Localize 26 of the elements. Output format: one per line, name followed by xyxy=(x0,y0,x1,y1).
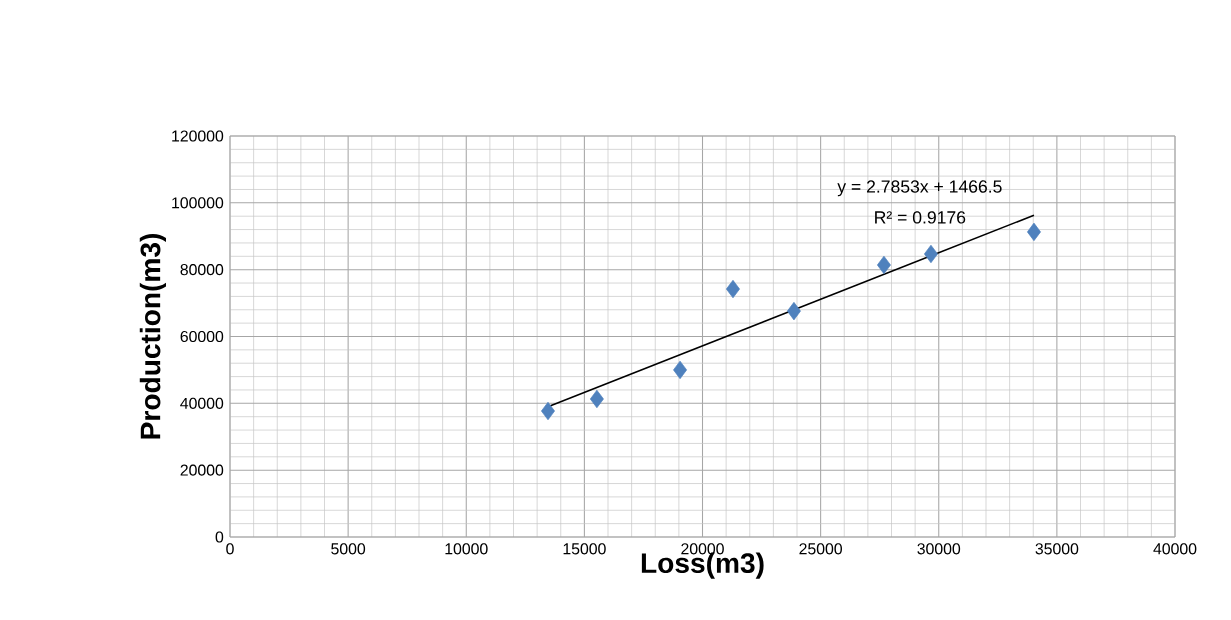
y-tick-label: 120000 xyxy=(172,130,224,142)
y-axis-title: Production(m3) xyxy=(139,234,166,439)
x-tick-label: 40000 xyxy=(1153,543,1197,555)
x-tick-label: 25000 xyxy=(799,543,842,555)
x-tick-label: 30000 xyxy=(917,543,961,555)
y-tick-label: 100000 xyxy=(172,197,224,209)
point xyxy=(877,255,891,275)
annotation: R² = 0.9176 xyxy=(875,211,966,224)
point xyxy=(673,360,687,380)
point xyxy=(1027,222,1041,242)
y-tick-label: 40000 xyxy=(180,397,224,409)
point xyxy=(541,401,555,421)
y-tick-label: 80000 xyxy=(180,264,224,276)
annotation: y = 2.7853x + 1466.5 xyxy=(837,180,1002,197)
x-tick-label: 35000 xyxy=(1035,543,1079,555)
x-tick-label: 10000 xyxy=(445,543,488,555)
x-tick-label: 0 xyxy=(226,543,234,555)
y-tick-label: 60000 xyxy=(180,330,224,343)
x-tick-label: 15000 xyxy=(563,543,606,555)
y-tick-label: 0 xyxy=(215,531,224,543)
point xyxy=(924,244,938,264)
point xyxy=(589,389,604,409)
point xyxy=(726,279,740,299)
x-tick-label: 5000 xyxy=(331,543,366,555)
point xyxy=(787,301,801,321)
y-tick-label: 20000 xyxy=(180,464,224,476)
